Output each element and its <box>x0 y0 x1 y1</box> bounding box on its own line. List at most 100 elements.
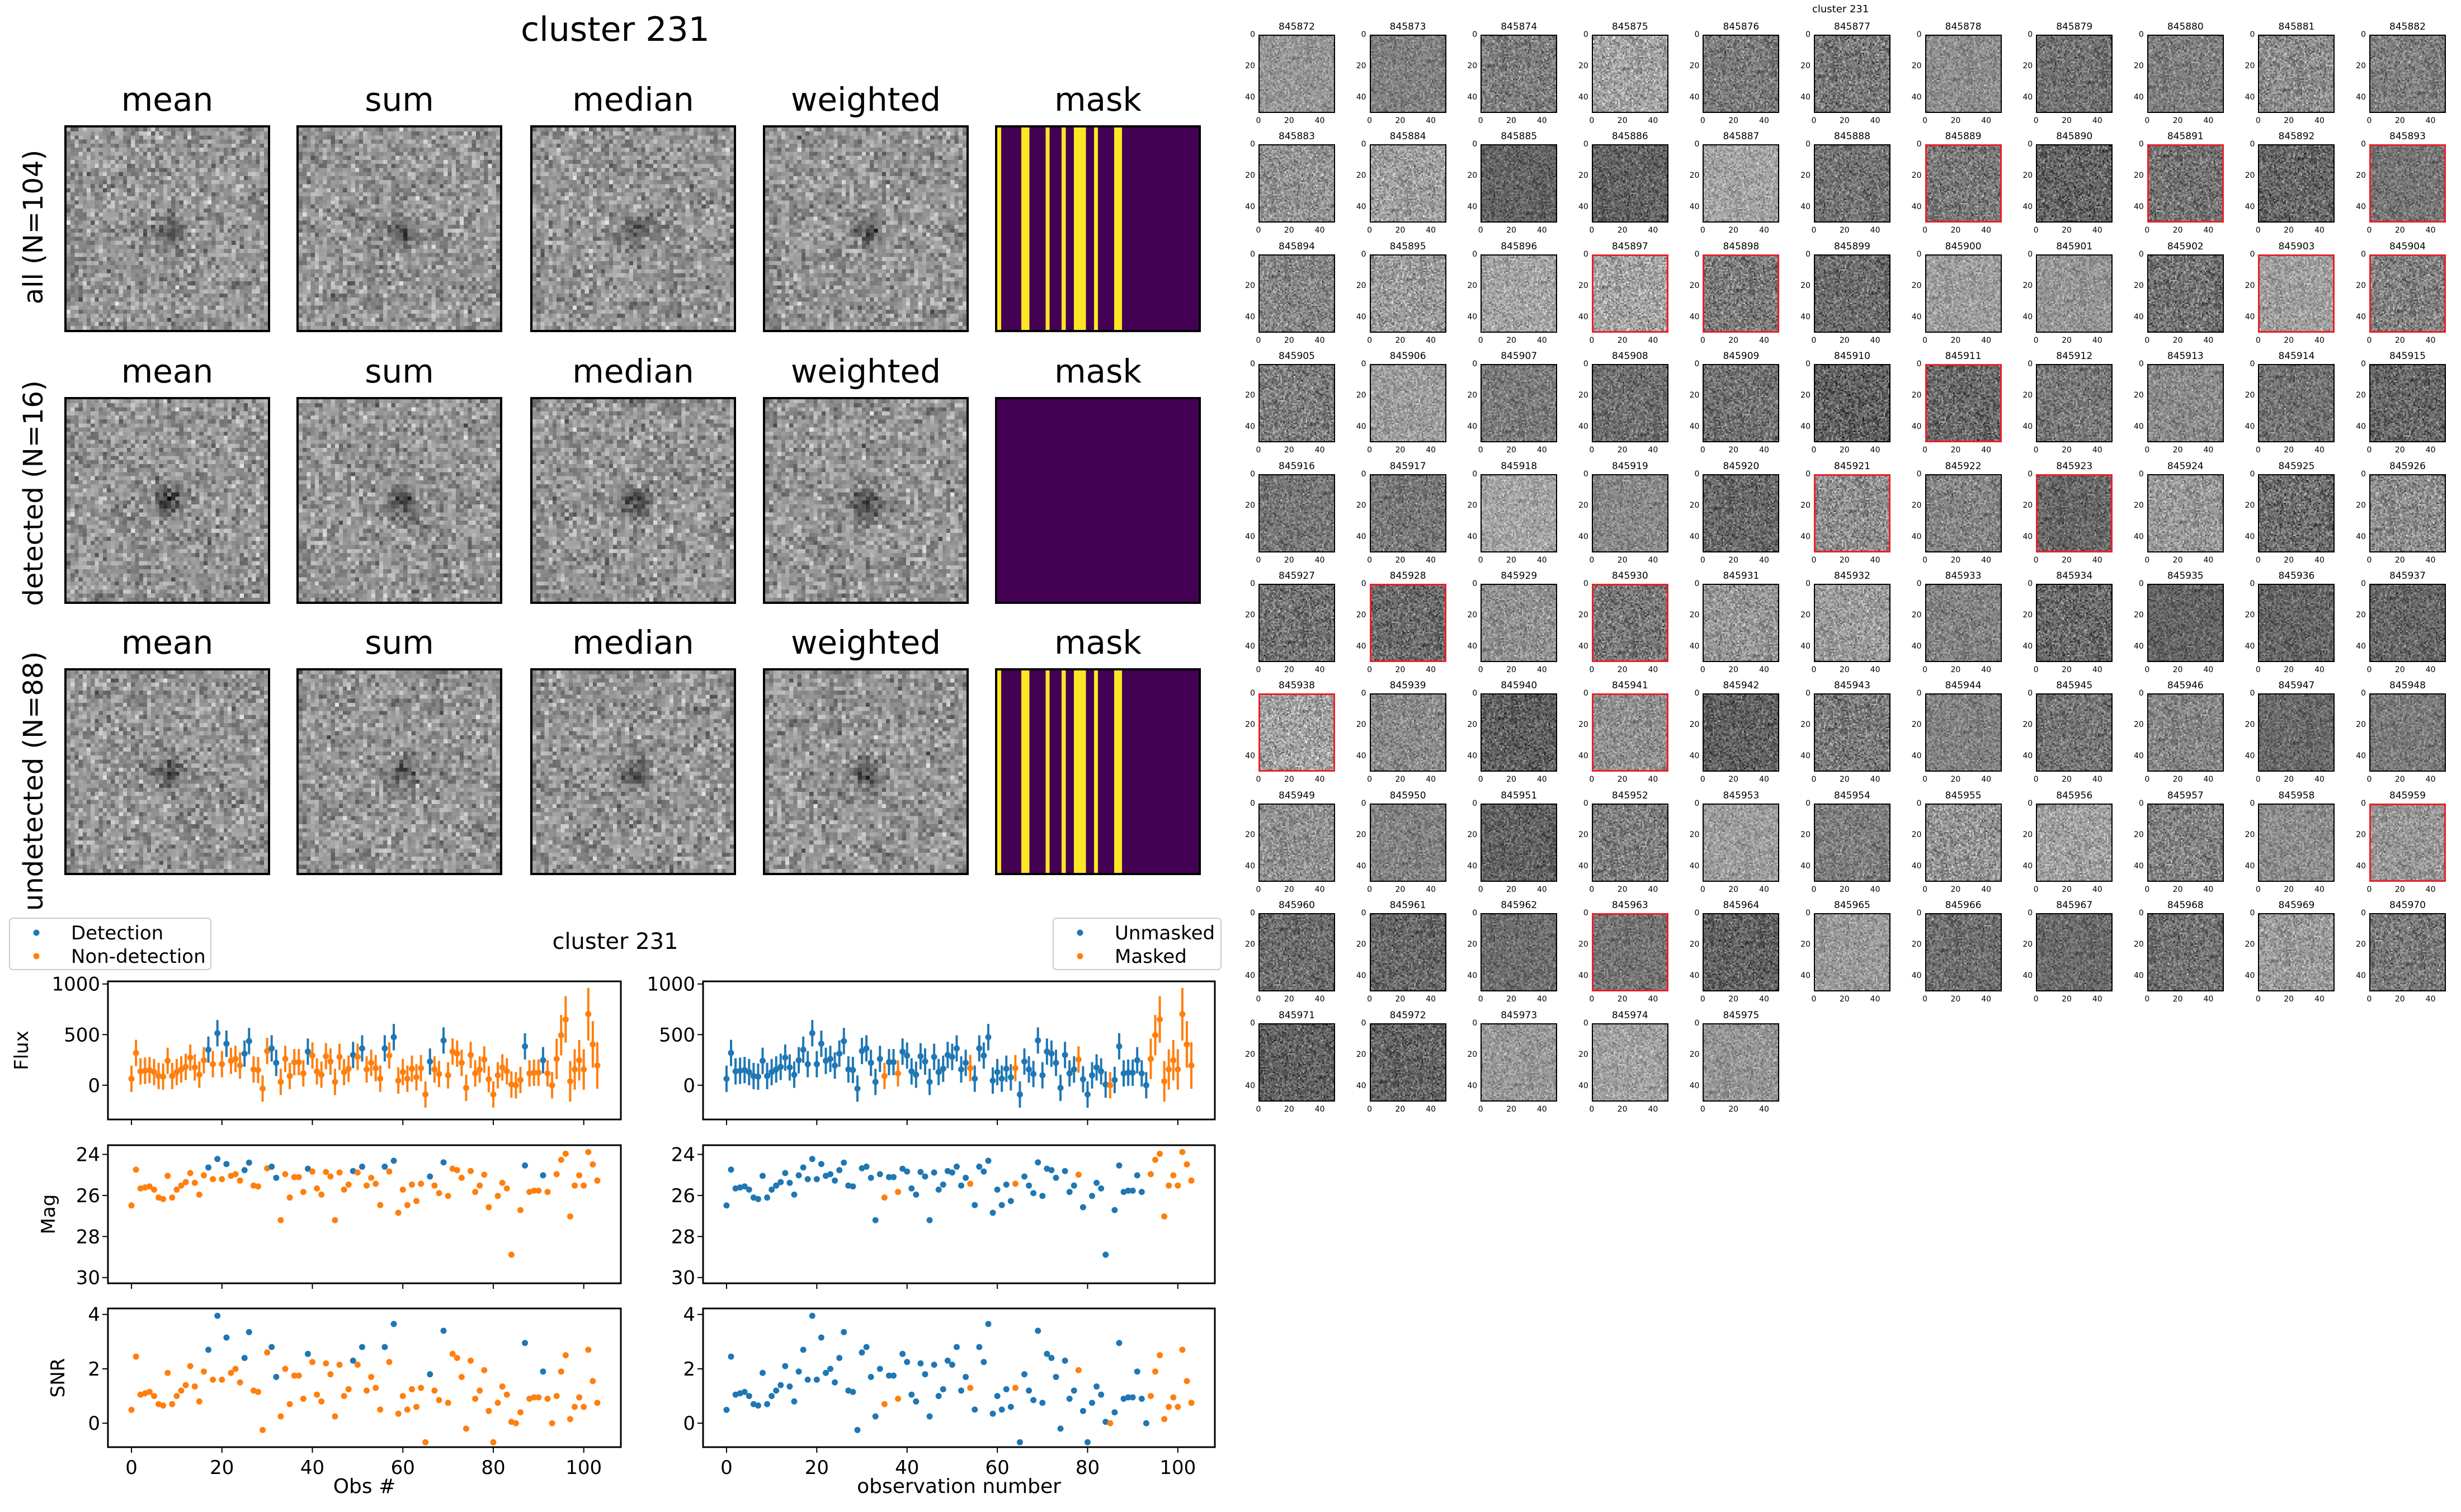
cutout-image[interactable] <box>1258 584 1335 662</box>
cutout-image[interactable] <box>1258 144 1335 223</box>
cutout-image[interactable] <box>2036 803 2113 882</box>
cutout-image[interactable] <box>2147 35 2224 113</box>
cutout-image[interactable] <box>1481 693 1558 772</box>
cutout-image[interactable] <box>2258 474 2335 552</box>
cutout-image-detected[interactable] <box>1925 364 2002 443</box>
cutout-image[interactable] <box>2147 803 2224 882</box>
cutout-image[interactable] <box>1814 144 1890 223</box>
cutout-image[interactable] <box>2369 584 2446 662</box>
cutout-image[interactable] <box>2369 474 2446 552</box>
cutout-image[interactable] <box>1703 803 1780 882</box>
cutout-image[interactable] <box>1703 35 1780 113</box>
cutout-image-detected[interactable] <box>1591 913 1668 992</box>
cutout-image[interactable] <box>2036 144 2113 223</box>
cutout-image[interactable] <box>2369 364 2446 443</box>
cutout-image[interactable] <box>2036 913 2113 992</box>
cutout-image[interactable] <box>1481 1023 1558 1102</box>
cutout-image[interactable] <box>2147 584 2224 662</box>
cutout-image[interactable] <box>1481 35 1558 113</box>
cutout-image[interactable] <box>1925 803 2002 882</box>
cutout-image[interactable] <box>2147 364 2224 443</box>
cutout-image[interactable] <box>1369 913 1446 992</box>
cutout-image[interactable] <box>1591 803 1668 882</box>
cutout-image[interactable] <box>1591 474 1668 552</box>
cutout-image[interactable] <box>1925 913 2002 992</box>
cutout-image[interactable] <box>1369 254 1446 333</box>
cutout-image-detected[interactable] <box>1591 254 1668 333</box>
cutout-image[interactable] <box>2147 913 2224 992</box>
cutout-image[interactable] <box>1258 913 1335 992</box>
cutout-image[interactable] <box>1481 364 1558 443</box>
cutout-image[interactable] <box>1369 474 1446 552</box>
cutout-image-detected[interactable] <box>1925 144 2002 223</box>
cutout-image[interactable] <box>2369 913 2446 992</box>
cutout-image[interactable] <box>1481 584 1558 662</box>
cutout-image[interactable] <box>2147 474 2224 552</box>
cutout-image-detected[interactable] <box>1369 584 1446 662</box>
cutout-image[interactable] <box>1481 144 1558 223</box>
cutout-image-detected[interactable] <box>2369 803 2446 882</box>
cutout-image[interactable] <box>1703 913 1780 992</box>
cutout-image[interactable] <box>2036 584 2113 662</box>
cutout-image-detected[interactable] <box>2258 254 2335 333</box>
cutout-image[interactable] <box>1258 364 1335 443</box>
cutout-image[interactable] <box>1814 693 1890 772</box>
cutout-image[interactable] <box>2369 35 2446 113</box>
cutout-image[interactable] <box>1591 35 1668 113</box>
cutout-image[interactable] <box>1703 693 1780 772</box>
cutout-image[interactable] <box>1814 364 1890 443</box>
cutout-image[interactable] <box>1591 144 1668 223</box>
cutout-image[interactable] <box>2369 693 2446 772</box>
cutout-image[interactable] <box>2036 35 2113 113</box>
cutout-image[interactable] <box>1481 254 1558 333</box>
cutout-image[interactable] <box>2258 584 2335 662</box>
cutout-image[interactable] <box>1369 803 1446 882</box>
cutout-image[interactable] <box>1481 803 1558 882</box>
cutout-image-detected[interactable] <box>1591 693 1668 772</box>
cutout-image[interactable] <box>2036 693 2113 772</box>
cutout-image-detected[interactable] <box>1814 474 1890 552</box>
cutout-image[interactable] <box>1591 364 1668 443</box>
cutout-image[interactable] <box>1814 35 1890 113</box>
cutout-image-detected[interactable] <box>2369 144 2446 223</box>
cutout-image-detected[interactable] <box>1703 254 1780 333</box>
cutout-image[interactable] <box>1369 35 1446 113</box>
cutout-image[interactable] <box>2147 693 2224 772</box>
cutout-image[interactable] <box>1369 144 1446 223</box>
cutout-image[interactable] <box>1369 1023 1446 1102</box>
cutout-image[interactable] <box>1258 803 1335 882</box>
cutout-image[interactable] <box>1814 913 1890 992</box>
cutout-image[interactable] <box>1258 254 1335 333</box>
cutout-image-detected[interactable] <box>2369 254 2446 333</box>
cutout-image[interactable] <box>1591 1023 1668 1102</box>
cutout-image[interactable] <box>1258 1023 1335 1102</box>
cutout-image[interactable] <box>2036 254 2113 333</box>
cutout-image[interactable] <box>1703 474 1780 552</box>
cutout-image-detected[interactable] <box>1591 584 1668 662</box>
cutout-image[interactable] <box>2258 35 2335 113</box>
cutout-image[interactable] <box>1703 144 1780 223</box>
cutout-image[interactable] <box>1814 803 1890 882</box>
cutout-image[interactable] <box>1703 1023 1780 1102</box>
cutout-image-detected[interactable] <box>1258 693 1335 772</box>
cutout-image[interactable] <box>1258 35 1335 113</box>
cutout-image[interactable] <box>1703 364 1780 443</box>
cutout-image[interactable] <box>2036 364 2113 443</box>
cutout-image[interactable] <box>1258 474 1335 552</box>
cutout-image[interactable] <box>1814 584 1890 662</box>
cutout-image[interactable] <box>2258 364 2335 443</box>
cutout-image[interactable] <box>1369 693 1446 772</box>
cutout-image[interactable] <box>1703 584 1780 662</box>
cutout-image[interactable] <box>2258 913 2335 992</box>
cutout-image[interactable] <box>1369 364 1446 443</box>
cutout-image-detected[interactable] <box>2036 474 2113 552</box>
cutout-image[interactable] <box>1481 474 1558 552</box>
cutout-image[interactable] <box>1925 474 2002 552</box>
cutout-image[interactable] <box>1925 584 2002 662</box>
cutout-image[interactable] <box>1814 254 1890 333</box>
cutout-image[interactable] <box>1481 913 1558 992</box>
cutout-image[interactable] <box>1925 693 2002 772</box>
cutout-image-detected[interactable] <box>2147 144 2224 223</box>
cutout-image[interactable] <box>1925 35 2002 113</box>
cutout-image[interactable] <box>1925 254 2002 333</box>
